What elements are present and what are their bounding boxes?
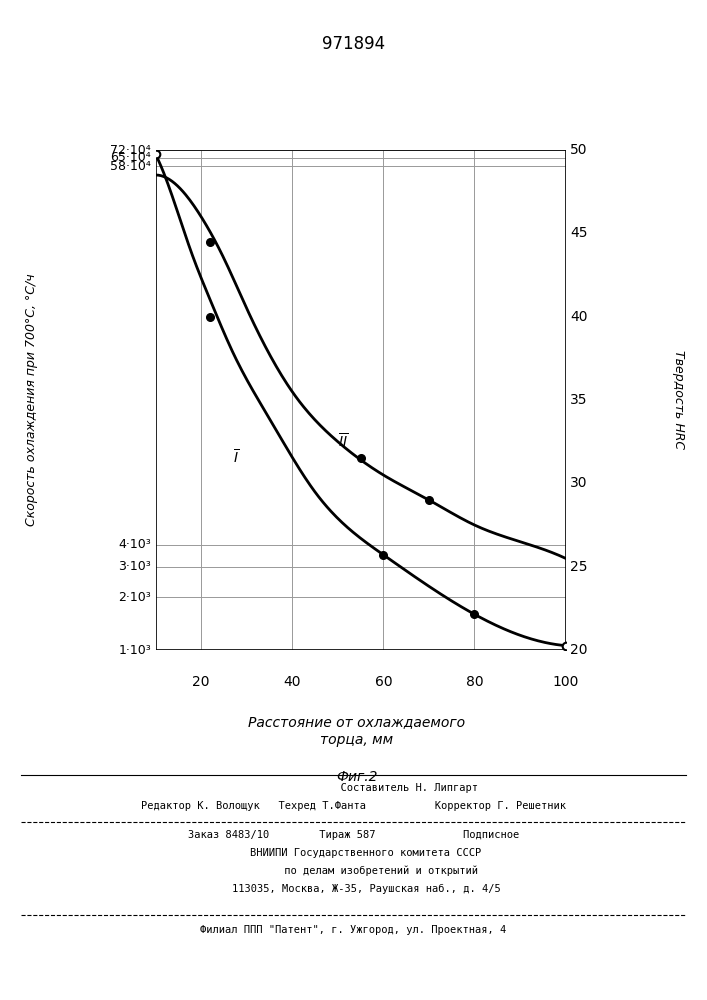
- Text: 50: 50: [570, 143, 588, 157]
- Text: Фиг.2: Фиг.2: [337, 770, 378, 784]
- Text: по делам изобретений и открытий: по делам изобретений и открытий: [228, 866, 479, 876]
- Text: Скорость охлаждения при 700°С, °С/ч: Скорость охлаждения при 700°С, °С/ч: [25, 274, 38, 526]
- Text: Расстояние от охлаждаемого
торца, мм: Расстояние от охлаждаемого торца, мм: [248, 715, 466, 747]
- Text: ВНИИПИ Государственного комитета СССР: ВНИИПИ Государственного комитета СССР: [226, 848, 481, 858]
- Text: 100: 100: [552, 675, 579, 689]
- Text: 3·10³: 3·10³: [118, 560, 151, 573]
- Text: Редактор К. Волощук   Техред Т.Фанта           Корректор Г. Решетник: Редактор К. Волощук Техред Т.Фанта Корре…: [141, 801, 566, 811]
- Text: Филиал ППП "Патент", г. Ужгород, ул. Проектная, 4: Филиал ППП "Патент", г. Ужгород, ул. Про…: [200, 925, 507, 935]
- Text: 45: 45: [570, 226, 588, 240]
- Text: 80: 80: [466, 675, 484, 689]
- Text: 20: 20: [192, 675, 210, 689]
- Text: 65·10⁴: 65·10⁴: [110, 151, 151, 164]
- Text: $\overline{I}$: $\overline{I}$: [233, 448, 239, 466]
- Text: 58·10⁴: 58·10⁴: [110, 160, 151, 173]
- Text: 40: 40: [570, 310, 588, 324]
- Text: 72·10⁴: 72·10⁴: [110, 143, 151, 156]
- Text: Составитель Н. Липгарт: Составитель Н. Липгарт: [228, 783, 479, 793]
- Text: $\overline{II}$: $\overline{II}$: [338, 433, 348, 451]
- Text: Заказ 8483/10        Тираж 587              Подписное: Заказ 8483/10 Тираж 587 Подписное: [188, 830, 519, 840]
- Text: 1·10³: 1·10³: [118, 644, 151, 656]
- Text: 971894: 971894: [322, 35, 385, 53]
- Text: 40: 40: [284, 675, 301, 689]
- Text: 35: 35: [570, 393, 588, 407]
- Text: 60: 60: [375, 675, 392, 689]
- Text: 25: 25: [570, 560, 588, 574]
- Text: 20: 20: [570, 643, 588, 657]
- Text: 30: 30: [570, 476, 588, 490]
- Text: Твердость HRC: Твердость HRC: [672, 350, 685, 450]
- Text: 4·10³: 4·10³: [118, 538, 151, 551]
- Text: 113035, Москва, Ж-35, Раушская наб., д. 4/5: 113035, Москва, Ж-35, Раушская наб., д. …: [206, 884, 501, 894]
- Text: 2·10³: 2·10³: [118, 591, 151, 604]
